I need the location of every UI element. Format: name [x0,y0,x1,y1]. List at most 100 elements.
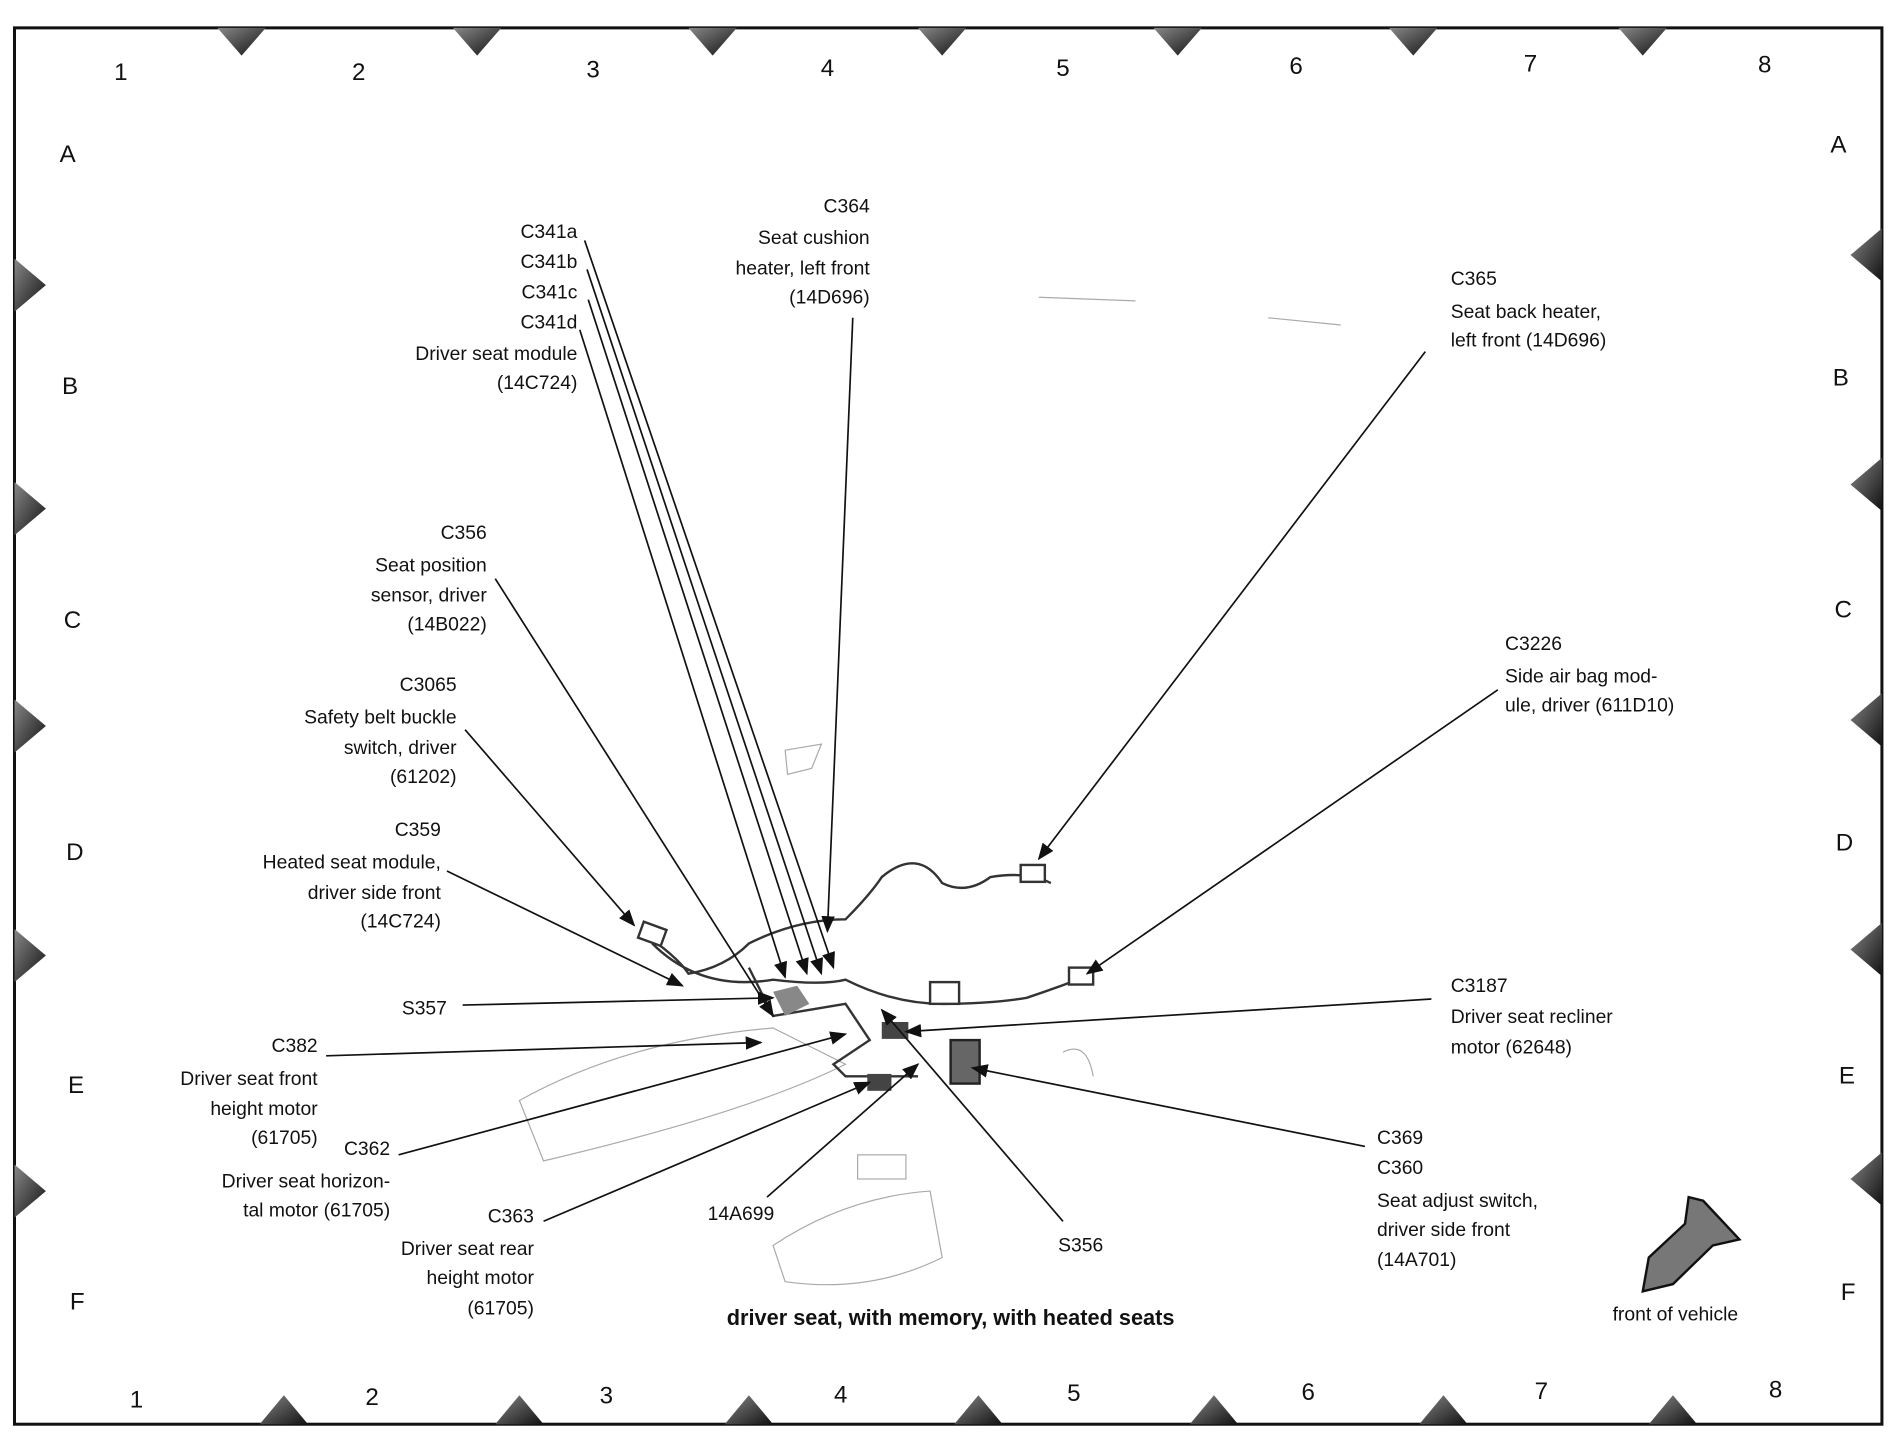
callout-c369-c360: C369 C360 Seat adjust switch, driver sid… [1377,1128,1538,1271]
component-name: Driver seat recliner [1451,1007,1614,1028]
column-label: 8 [1758,52,1771,79]
harness-id: 14A699 [708,1204,775,1225]
part-number: (14C724) [497,373,578,394]
row-label: D [66,839,83,866]
connector-id: C3065 [400,675,457,696]
component-name: Safety belt buckle [304,708,456,729]
component-name: Driver seat rear [401,1239,535,1260]
component-name: left front (14D696) [1451,331,1607,352]
callout-c382: C382 Driver seat front height motor (617… [180,1036,318,1149]
column-label: 1 [130,1386,143,1413]
connector-id: C341d [520,313,577,334]
component-name: Side air bag mod- [1505,667,1657,688]
component-name: height motor [210,1099,318,1120]
component-name: Heated seat module, [263,853,441,874]
component-name: height motor [427,1268,535,1289]
component-name: motor (62648) [1451,1037,1572,1058]
component-name: Driver seat module [415,344,577,365]
part-number: (61202) [390,767,457,788]
leader-lines [326,240,1499,1223]
component-name: driver side front [308,883,442,904]
callout-c364: C364 Seat cushion heater, left front (14… [735,197,870,309]
callout-c341: C341a C341b C341c C341d Driver seat modu… [415,222,577,394]
component-name: driver side front [1377,1220,1511,1241]
connector-id: C341a [520,222,577,243]
row-labels-right: A B C D E F [1830,131,1855,1306]
callout-c365: C365 Seat back heater, left front (14D69… [1451,269,1607,352]
component-name: tal motor (61705) [243,1200,390,1221]
connector-id: C341b [520,252,577,273]
connector-id: C3187 [1451,976,1508,997]
column-label: 5 [1056,55,1069,82]
callout-c3065: C3065 Safety belt buckle switch, driver … [304,675,457,788]
row-label: C [64,607,81,634]
column-labels-top: 1 2 3 4 5 6 7 8 [114,50,1771,85]
component-name: ule, driver (611D10) [1505,696,1674,717]
connector-id: C365 [1451,269,1497,290]
diagram-caption: driver seat, with memory, with heated se… [727,1305,1175,1330]
connector-id: C3226 [1505,634,1562,655]
connector-id: C341c [522,282,578,303]
component-name: Seat position [375,555,487,576]
arrow-down-left-icon [1641,1195,1742,1293]
column-label: 7 [1524,50,1537,77]
column-label: 3 [586,56,599,83]
row-label: D [1836,829,1853,856]
row-label: F [70,1288,85,1315]
grid-notches [14,27,1882,1425]
column-label: 6 [1301,1379,1314,1406]
splice-id: S357 [402,999,447,1020]
row-label: A [60,141,77,168]
part-number: (14B022) [407,615,486,636]
callout-c3187: C3187 Driver seat recliner motor (62648) [1451,976,1614,1059]
component-name: switch, driver [344,738,457,759]
connector-id: C362 [344,1139,390,1160]
callout-c362: C362 Driver seat horizon- tal motor (617… [222,1139,391,1222]
component-name: heater, left front [735,258,870,279]
row-label: B [1833,364,1849,391]
component-name: Seat cushion [758,228,870,249]
component-name: sensor, driver [371,586,487,607]
component-name: Seat adjust switch, [1377,1191,1538,1212]
connector-id: C360 [1377,1158,1423,1179]
callout-c356: C356 Seat position sensor, driver (14B02… [371,523,487,636]
column-label: 2 [365,1384,378,1411]
part-number: (14D696) [789,287,870,308]
row-label: F [1841,1279,1856,1306]
column-label: 4 [834,1381,847,1408]
component-name: Seat back heater, [1451,302,1601,323]
column-label: 4 [821,55,834,82]
connector-id: C382 [272,1036,318,1057]
row-label: E [68,1072,84,1099]
callout-c359: C359 Heated seat module, driver side fro… [263,820,442,933]
connector-id: C359 [395,820,441,841]
component-name: Driver seat horizon- [222,1171,391,1192]
row-labels-left: A B C D E F [60,141,85,1316]
callout-c363: C363 Driver seat rear height motor (6170… [401,1206,535,1319]
orientation-label: front of vehicle [1613,1304,1739,1325]
column-label: 1 [114,59,127,86]
callout-14a699: 14A699 [708,1204,775,1225]
part-number: (14C724) [360,912,441,933]
connector-id: C364 [824,197,870,218]
callout-s356: S356 [1058,1235,1103,1256]
column-label: 2 [352,59,365,86]
part-number: (14A701) [1377,1250,1456,1271]
connector-id: C369 [1377,1128,1423,1149]
part-number: (61705) [251,1128,318,1149]
callout-s357: S357 [402,999,447,1020]
seat-harness-illustration [518,296,1341,1286]
part-number: (61705) [467,1298,534,1319]
column-label: 5 [1067,1380,1080,1407]
connector-id: C363 [488,1206,534,1227]
column-labels-bottom: 1 2 3 4 5 6 7 8 [130,1377,1783,1414]
component-name: Driver seat front [180,1069,318,1090]
row-label: C [1835,596,1852,623]
column-label: 7 [1535,1378,1548,1405]
column-label: 6 [1289,53,1302,80]
splice-id: S356 [1058,1235,1103,1256]
callout-c3226: C3226 Side air bag mod- ule, driver (611… [1505,634,1674,717]
row-label: E [1839,1063,1855,1090]
column-label: 8 [1769,1377,1782,1404]
